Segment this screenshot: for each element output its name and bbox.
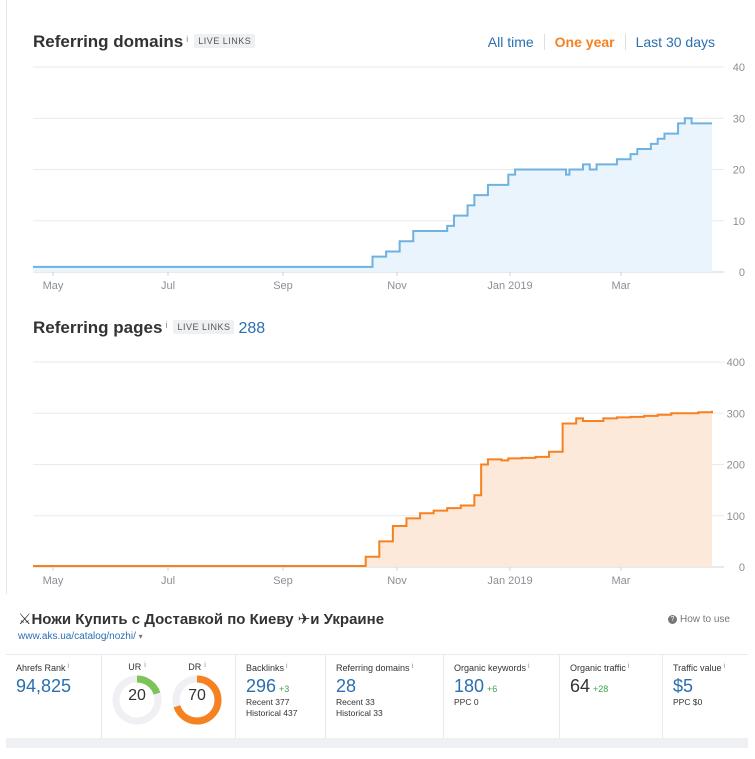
ur-value: 20: [128, 687, 146, 704]
x-tick-label: Nov: [387, 280, 407, 292]
series-area: [33, 410, 712, 567]
metric-value[interactable]: 94,825: [16, 676, 72, 696]
metric-delta: +28: [593, 684, 609, 694]
referring-domains-title: Referring domains i LIVE LINKS: [33, 32, 256, 52]
how-to-use-link[interactable]: ? How to use: [667, 614, 730, 625]
y-tick-label: 30: [733, 113, 745, 125]
x-tick-label: Mar: [612, 280, 631, 292]
tab-last-30-days[interactable]: Last 30 days: [624, 34, 725, 50]
info-icon[interactable]: i: [165, 320, 168, 330]
y-tick-label: 0: [739, 267, 745, 279]
dr-gauge[interactable]: DR i 70: [170, 662, 224, 727]
tab-one-year[interactable]: One year: [543, 34, 625, 50]
question-icon: ?: [667, 615, 677, 624]
site-title: ⚔Ножи Купить с Доставкой по Киеву ✈и Укр…: [18, 611, 385, 628]
info-icon[interactable]: i: [67, 663, 70, 670]
metric-label: Ahrefs Rank i: [16, 663, 70, 673]
metric-backlinks: Backlinks i 296 +3 Recent 377 Historical 4…: [236, 655, 326, 739]
info-icon[interactable]: i: [627, 663, 630, 670]
metric-sub: Recent 33: [336, 697, 375, 707]
site-url-text[interactable]: www.aks.ua/catalog/nozhi/: [18, 631, 136, 642]
series-line: [33, 410, 713, 567]
live-links-badge: LIVE LINKS: [194, 33, 256, 48]
metric-sub: Historical 33: [336, 708, 383, 718]
dr-value: 70: [188, 687, 206, 704]
metric-referring-domains: Referring domains i 28 Recent 33 Historic…: [326, 655, 444, 739]
referring-pages-chart: 0 100 200 300 400 May Jul Sep Nov Jan 2019 Mar: [32, 357, 745, 587]
x-tick-label: Sep: [273, 575, 293, 587]
y-tick-label: 0: [739, 562, 745, 574]
chevron-down-icon[interactable]: ▾: [138, 632, 143, 641]
ur-label: UR i: [128, 662, 146, 672]
info-icon[interactable]: i: [528, 663, 530, 670]
metric-label: Traffic value i: [673, 663, 726, 673]
y-tick-label: 40: [733, 62, 745, 74]
x-tick-label: Nov: [387, 575, 407, 587]
metric-value[interactable]: 180 +6: [454, 676, 498, 696]
info-icon[interactable]: i: [186, 34, 189, 44]
tab-all-time[interactable]: All time: [487, 34, 534, 50]
metric-sub: PPC $0: [673, 697, 703, 707]
how-to-use-text[interactable]: How to use: [679, 614, 730, 625]
x-tick-label: May: [43, 575, 64, 587]
metric-value[interactable]: $5: [673, 676, 694, 696]
metric-label: Backlinks i: [246, 663, 288, 673]
site-url[interactable]: www.aks.ua/catalog/nozhi/ ▾: [18, 631, 143, 642]
y-tick-label: 300: [727, 408, 745, 420]
info-icon[interactable]: i: [286, 663, 288, 670]
live-links-badge: LIVE LINKS: [173, 319, 235, 334]
y-tick-label: 200: [727, 460, 745, 472]
metric-label: Referring domains i: [336, 663, 414, 673]
y-tick-label: 10: [733, 216, 745, 228]
metric-value[interactable]: 64 +28: [570, 676, 609, 696]
referring-pages-count: 288: [238, 320, 266, 337]
card-bottom-bar: [6, 738, 748, 748]
x-tick-label: Mar: [612, 575, 631, 587]
metric-label: Organic traffic i: [570, 663, 630, 673]
date-range-tabs: All time One year Last 30 days: [478, 34, 725, 50]
referring-domains-title-text: Referring domains: [33, 32, 184, 51]
metric-ahrefs-rank: Ahrefs Rank i 94,825: [6, 655, 102, 739]
x-tick-label: Jul: [161, 280, 175, 292]
y-tick-label: 400: [727, 357, 745, 369]
referring-domains-chart: 0 10 20 30 40 May Jul Sep Nov Jan 2019 Mar: [32, 62, 745, 292]
x-tick-label: Jul: [161, 575, 175, 587]
x-tick-label: May: [43, 280, 64, 292]
info-icon[interactable]: i: [411, 663, 414, 670]
ur-ring: [112, 675, 162, 725]
referring-pages-title: Referring pages i LIVE LINKS 288: [33, 318, 265, 338]
x-tick-label: Jan 2019: [487, 280, 532, 292]
metric-label: Organic keywords i: [454, 663, 530, 673]
x-tick-label: Jan 2019: [487, 575, 532, 587]
y-tick-label: 100: [727, 511, 745, 523]
metric-sub: Recent 377: [246, 697, 290, 707]
ur-gauge[interactable]: UR i 20: [110, 662, 164, 727]
dr-label: DR i: [188, 662, 206, 672]
metric-sub: Historical 437: [246, 708, 298, 718]
referring-pages-title-text: Referring pages: [33, 318, 163, 337]
series-area: [33, 118, 712, 272]
metric-sub: PPC 0: [454, 697, 479, 707]
metric-delta: +6: [487, 684, 498, 694]
metric-value[interactable]: 296 +3: [246, 676, 290, 696]
metric-value[interactable]: 28: [336, 676, 357, 696]
metric-delta: +3: [279, 684, 290, 694]
site-overview-card: ⚔Ножи Купить с Доставкой по Киеву ✈и Укр…: [6, 598, 748, 748]
metric-traffic-value: Traffic value i $5 PPC $0: [663, 655, 748, 739]
metric-organic-keywords: Organic keywords i 180 +6 PPC 0: [444, 655, 560, 739]
dr-ring: [172, 675, 222, 725]
x-tick-label: Sep: [273, 280, 293, 292]
left-border: [6, 0, 7, 594]
info-icon[interactable]: i: [723, 663, 726, 670]
metric-rating-gauges: UR i 20 DR i 70: [102, 655, 236, 739]
y-tick-label: 20: [733, 165, 745, 177]
metrics-row: Ahrefs Rank i 94,825 UR i 20 DR i 70: [6, 654, 748, 739]
metric-organic-traffic: Organic traffic i 64 +28: [560, 655, 663, 739]
